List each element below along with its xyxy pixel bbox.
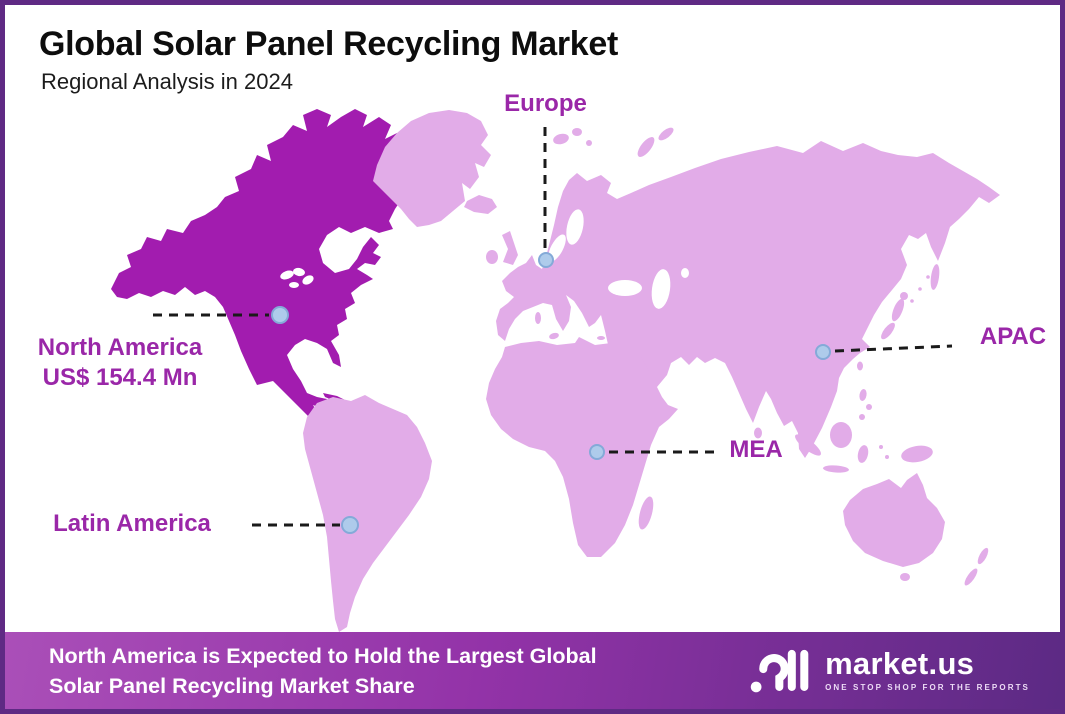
world-landmass bbox=[303, 110, 1000, 632]
marker-dot-latin-america bbox=[341, 516, 359, 534]
page-subtitle: Regional Analysis in 2024 bbox=[41, 69, 293, 94]
footer-headline-line1: North America is Expected to Hold the La… bbox=[49, 644, 597, 668]
footer-headline-line2: Solar Panel Recycling Market Share bbox=[49, 674, 415, 698]
region-label-north-america: North America US$ 154.4 Mn bbox=[17, 333, 223, 393]
page-title: Global Solar Panel Recycling Market bbox=[39, 25, 619, 63]
region-label-latin-america: Latin America bbox=[53, 510, 211, 537]
footer-headline: North America is Expected to Hold the La… bbox=[49, 641, 597, 701]
marketus-logo: market.us ONE STOP SHOP FOR THE REPORTS bbox=[749, 642, 1030, 698]
region-label-mea: MEA bbox=[729, 436, 783, 463]
marker-dot-mea bbox=[589, 444, 605, 460]
leader-line-apac bbox=[834, 344, 953, 353]
great-lakes bbox=[280, 267, 314, 288]
world-map bbox=[111, 109, 1000, 632]
marketus-logo-tagline: ONE STOP SHOP FOR THE REPORTS bbox=[825, 683, 1030, 692]
region-value-north-america: US$ 154.4 Mn bbox=[42, 364, 198, 391]
inland-seas bbox=[548, 209, 689, 309]
marker-dot-north-america bbox=[271, 306, 289, 324]
region-label-europe: Europe bbox=[504, 90, 587, 117]
marker-dot-apac bbox=[815, 344, 831, 360]
region-label-north-america-name: North America bbox=[37, 334, 203, 361]
marketus-logo-name: market.us bbox=[825, 646, 975, 681]
marketus-logo-icon bbox=[750, 649, 809, 693]
footer-banner: North America is Expected to Hold the La… bbox=[5, 632, 1060, 709]
marketus-logo-text: market.us ONE STOP SHOP FOR THE REPORTS bbox=[825, 646, 1030, 693]
marker-dot-europe bbox=[538, 252, 554, 268]
region-label-apac: APAC bbox=[979, 323, 1047, 350]
